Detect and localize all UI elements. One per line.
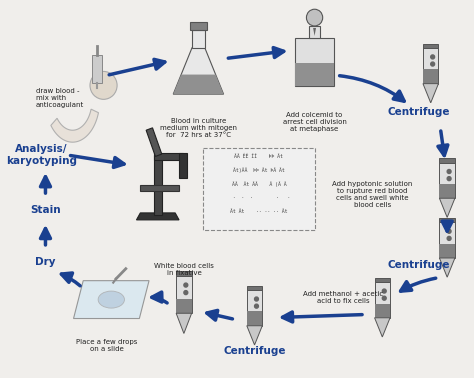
- Bar: [309, 26, 320, 38]
- Bar: [247, 311, 262, 326]
- Polygon shape: [173, 74, 224, 94]
- Circle shape: [431, 55, 435, 59]
- Bar: [92, 56, 101, 84]
- Bar: [146, 128, 162, 156]
- Polygon shape: [439, 198, 455, 217]
- Bar: [154, 153, 183, 160]
- Circle shape: [255, 304, 258, 308]
- Text: Centrifuge: Centrifuge: [388, 107, 450, 117]
- Circle shape: [255, 297, 258, 301]
- Text: ·  ·  ·        ·   ·: · · · · ·: [227, 195, 291, 200]
- Bar: [192, 29, 205, 48]
- Circle shape: [447, 236, 451, 240]
- Bar: [203, 148, 315, 230]
- Text: Add colcemid to
arrest cell division
at metaphase: Add colcemid to arrest cell division at …: [283, 112, 346, 132]
- Text: ÃÃ ÊÊ ÎÎ    ÞÞ Ãt: ÃÃ ÊÊ ÎÎ ÞÞ Ãt: [235, 153, 283, 159]
- Bar: [179, 153, 187, 178]
- Text: Analysis/
karyotyping: Analysis/ karyotyping: [6, 144, 77, 166]
- Bar: [423, 43, 438, 48]
- Ellipse shape: [98, 291, 125, 308]
- Text: Ãt)ÃÃ  ÞÞ Ãt ÞÃ Ãt: Ãt)ÃÃ ÞÞ Ãt ÞÃ Ãt: [233, 167, 285, 173]
- Bar: [439, 245, 455, 258]
- Text: draw blood -
mix with
anticoagulant: draw blood - mix with anticoagulant: [36, 88, 84, 108]
- Circle shape: [306, 9, 323, 26]
- Text: Add methanol + acetic
acid to fix cells: Add methanol + acetic acid to fix cells: [303, 291, 384, 304]
- Bar: [439, 222, 455, 258]
- Text: Add hypotonic solution
to rupture red blood
cells and swell white
blood cells: Add hypotonic solution to rupture red bl…: [332, 181, 413, 209]
- Circle shape: [383, 296, 386, 300]
- Polygon shape: [173, 48, 224, 94]
- Bar: [295, 63, 334, 85]
- Bar: [374, 282, 390, 318]
- Text: Centrifuge: Centrifuge: [388, 260, 450, 270]
- Bar: [176, 271, 191, 276]
- Polygon shape: [423, 84, 438, 103]
- Bar: [439, 158, 455, 163]
- Circle shape: [90, 71, 117, 99]
- Text: Centrifuge: Centrifuge: [223, 346, 286, 356]
- Bar: [423, 70, 438, 84]
- Bar: [374, 304, 390, 318]
- Bar: [176, 299, 191, 313]
- Bar: [176, 276, 191, 313]
- Text: Stain: Stain: [30, 205, 61, 215]
- Bar: [295, 38, 334, 85]
- Polygon shape: [51, 109, 99, 142]
- Text: ÃÃ  Ãt ÃÃ    Ã (Ã Ã: ÃÃ Ãt ÃÃ Ã (Ã Ã: [232, 181, 286, 187]
- Circle shape: [447, 177, 451, 181]
- Text: Place a few drops
on a slide: Place a few drops on a slide: [76, 339, 137, 352]
- Circle shape: [184, 291, 188, 294]
- Bar: [247, 290, 262, 326]
- Polygon shape: [247, 326, 262, 345]
- Circle shape: [447, 229, 451, 233]
- Polygon shape: [313, 28, 316, 36]
- Polygon shape: [439, 258, 455, 277]
- Bar: [439, 218, 455, 222]
- Bar: [140, 185, 179, 191]
- Bar: [439, 163, 455, 198]
- Text: Blood in culture
medium with mitogen
for  72 hrs at 37°C: Blood in culture medium with mitogen for…: [160, 118, 237, 138]
- Circle shape: [184, 283, 188, 287]
- Circle shape: [447, 169, 451, 174]
- Bar: [190, 22, 207, 29]
- Polygon shape: [73, 280, 149, 319]
- Circle shape: [383, 289, 386, 293]
- Bar: [154, 155, 162, 215]
- Text: White blood cells
in fixative: White blood cells in fixative: [154, 263, 214, 276]
- Text: Ãt Ãt    ·· ·· ·· Ãt: Ãt Ãt ·· ·· ·· Ãt: [230, 209, 288, 214]
- Circle shape: [431, 62, 435, 66]
- Bar: [247, 286, 262, 290]
- Bar: [423, 48, 438, 84]
- Text: Dry: Dry: [35, 257, 56, 267]
- Polygon shape: [137, 213, 179, 220]
- Polygon shape: [176, 313, 191, 333]
- Polygon shape: [374, 318, 390, 337]
- Bar: [439, 184, 455, 198]
- Bar: [374, 278, 390, 282]
